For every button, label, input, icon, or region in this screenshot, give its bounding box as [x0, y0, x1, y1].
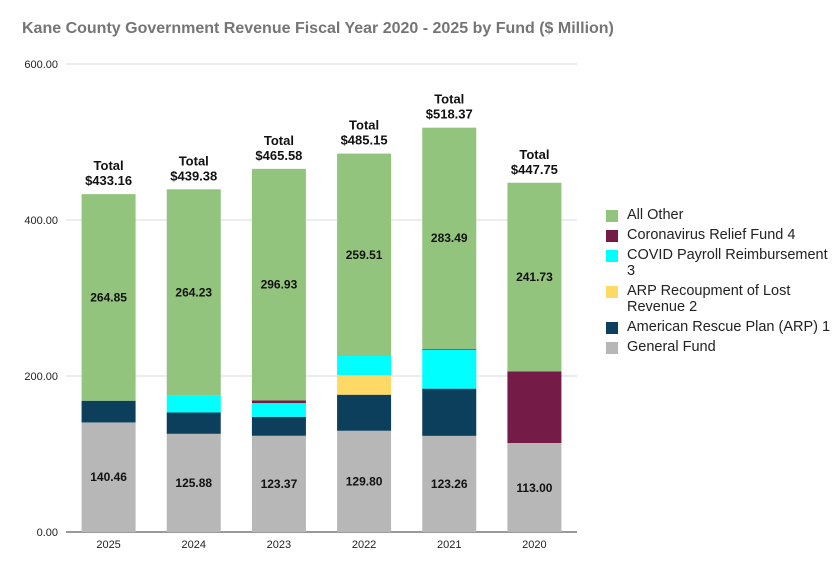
total-label: Total $518.37 [426, 92, 473, 122]
bar-segment [337, 430, 392, 532]
bar-segment [422, 435, 477, 532]
bar-stacks [81, 127, 562, 532]
bar-segment [251, 168, 306, 401]
bar-segment [422, 388, 477, 436]
axis-labels: 0.00 200.00 400.00 600.00 2025 2024 2023 2022 20… [24, 59, 546, 551]
x-tick-label: 2020 [522, 539, 546, 551]
x-tick-label: 2025 [96, 539, 120, 551]
data-label: 259.51 [346, 248, 383, 262]
legend-item: COVID Payroll Reimbursement 3 [606, 247, 836, 279]
legend-label: All Other [627, 207, 684, 223]
legend-item: Coronavirus Relief Fund 4 [606, 227, 836, 243]
data-label: 264.85 [90, 290, 127, 304]
legend-swatch [606, 342, 618, 354]
bar-labels: 140.46 264.85 Total $433.16 125.88 264.23 Tota… [85, 92, 558, 495]
legend-item: ARP Recoupment of Lost Revenue 2 [606, 283, 836, 315]
bar-segment [166, 395, 221, 413]
bar-segment [251, 435, 306, 532]
bar-segment [337, 375, 392, 395]
bar-segment [81, 422, 136, 532]
y-tick-label: 400.00 [24, 215, 58, 227]
data-label: 129.80 [346, 474, 383, 488]
total-label: Total $439.38 [170, 153, 217, 183]
bar-segment [81, 194, 136, 401]
data-label: 123.37 [261, 477, 298, 491]
legend-swatch [606, 250, 618, 262]
bar-segment [507, 443, 562, 532]
bar-segment [422, 127, 477, 349]
legend-item: All Other [606, 207, 836, 223]
data-label: 113.00 [516, 481, 552, 495]
bar-segment [251, 400, 306, 404]
legend-swatch [606, 210, 618, 222]
chart-title: Kane County Government Revenue Fiscal Ye… [22, 20, 614, 37]
legend-label: Coronavirus Relief Fund 4 [627, 227, 796, 243]
total-label: Total $485.15 [341, 118, 388, 148]
total-label: Total $447.75 [511, 147, 558, 177]
x-tick-label: 2023 [267, 539, 291, 551]
grid-lines [66, 63, 577, 533]
x-tick-label: 2021 [437, 539, 461, 551]
bar-segment [81, 400, 136, 423]
legend-label: American Rescue Plan (ARP) 1 [627, 319, 831, 335]
legend-swatch [606, 322, 618, 334]
data-label: 140.46 [90, 470, 127, 484]
y-tick-label: 200.00 [24, 371, 58, 383]
bar-segment [507, 443, 562, 444]
data-label: 296.93 [261, 278, 298, 292]
bar-segment [337, 394, 392, 431]
legend-swatch [606, 286, 618, 298]
legend-item: American Rescue Plan (ARP) 1 [606, 319, 836, 335]
bar-segment [251, 403, 306, 417]
legend-item: General Fund [606, 339, 836, 355]
data-label: 264.23 [175, 285, 212, 299]
data-label: 125.88 [175, 476, 212, 490]
bar-segment [166, 412, 221, 434]
bar-segment [251, 416, 306, 436]
x-tick-label: 2024 [182, 539, 206, 551]
data-label: 283.49 [431, 231, 468, 245]
bar-segment [507, 182, 562, 372]
bar-segment [337, 153, 392, 357]
bar-segment [166, 189, 221, 396]
x-tick-label: 2022 [352, 539, 376, 551]
bar-segment [337, 356, 392, 376]
bar-segment [507, 371, 562, 444]
bar-segment [422, 349, 477, 389]
legend: All Other Coronavirus Relief Fund 4 COVID … [606, 207, 836, 359]
legend-label: COVID Payroll Reimbursement 3 [627, 247, 828, 279]
total-label: Total $433.16 [85, 158, 132, 188]
y-tick-label: 0.00 [37, 527, 58, 539]
bar-segment [166, 433, 221, 532]
data-label: 123.26 [431, 477, 468, 491]
legend-label: General Fund [627, 339, 716, 355]
legend-label: ARP Recoupment of Lost Revenue 2 [627, 283, 791, 315]
legend-swatch [606, 230, 618, 242]
y-tick-label: 600.00 [24, 59, 58, 71]
bar-segment [422, 348, 477, 350]
total-label: Total $465.58 [255, 133, 302, 163]
data-label: 241.73 [516, 270, 553, 284]
